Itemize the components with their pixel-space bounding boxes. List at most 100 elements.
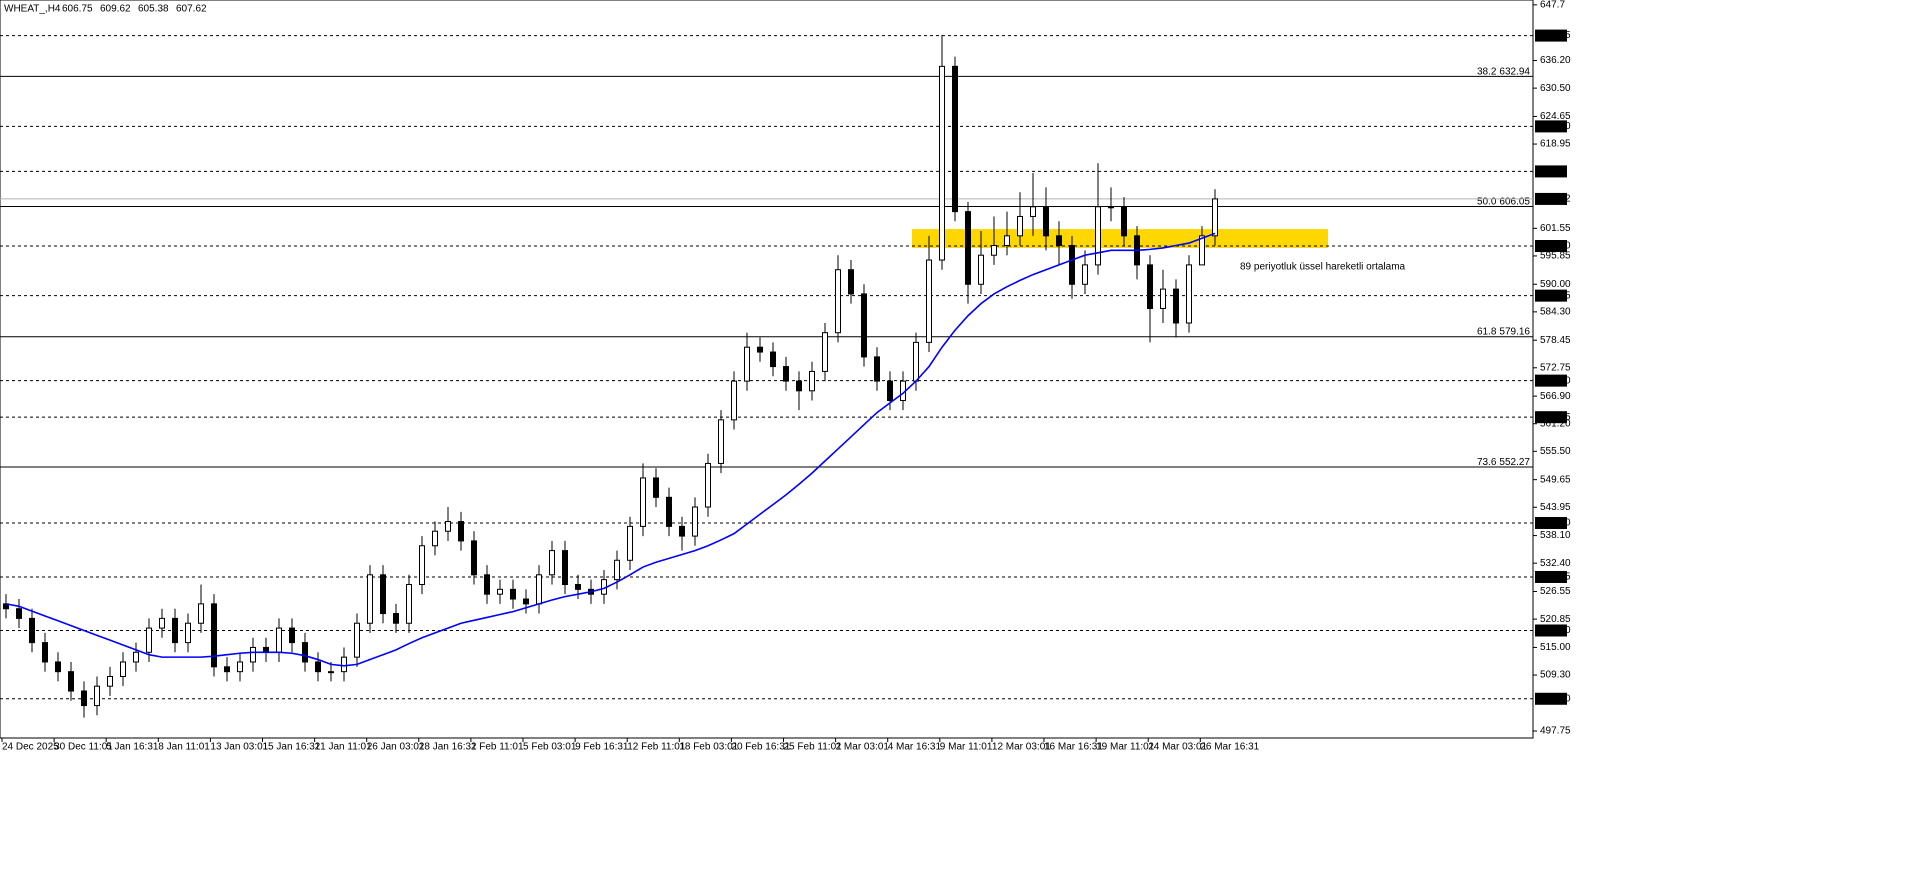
y-tick-label: 561.20 [1540, 418, 1571, 429]
candle-body [952, 65, 958, 213]
y-tick-label: 618.95 [1540, 139, 1571, 150]
candle-body [250, 646, 256, 663]
ema-line [5, 232, 1216, 667]
fib-ratio: 50.0 [1477, 196, 1497, 207]
candle-body [978, 254, 984, 285]
candle-body [94, 685, 100, 707]
candle-body [133, 651, 139, 663]
candle-body [419, 545, 425, 585]
candle-body [458, 521, 464, 542]
level-label: 529.55 [1540, 572, 1571, 583]
candle-body [1043, 206, 1049, 237]
candle-body [1095, 206, 1101, 266]
candle-body [939, 65, 945, 261]
candle-body [1160, 288, 1166, 309]
candle-body [848, 269, 854, 295]
fib-ratio: 61.8 [1477, 326, 1497, 337]
candle-body [159, 617, 165, 629]
level-label-box [1535, 289, 1567, 302]
x-tick-label: 9 Feb 16:31 [575, 742, 629, 753]
candle-body [393, 613, 399, 624]
fib-price: 632.94 [1499, 66, 1530, 77]
y-tick-label: 590.00 [1540, 279, 1571, 290]
candle-body [16, 608, 22, 619]
candle-body [432, 530, 438, 547]
header-value: 609.62 [100, 4, 131, 15]
candle-body [1004, 235, 1010, 247]
level-label: 570.10 [1540, 375, 1571, 386]
candle-body [146, 627, 152, 653]
y-tick-label: 595.85 [1540, 251, 1571, 262]
candle-body [237, 661, 243, 673]
x-tick-label: 25 Feb 11:01 [784, 742, 843, 753]
fib-ratio: 73.6 [1477, 457, 1497, 468]
y-tick-label: 543.95 [1540, 502, 1571, 513]
candle-body [68, 671, 74, 692]
fib-label: 73.6 552.27 [1477, 457, 1530, 468]
level-label: 597.90 [1540, 241, 1571, 252]
candle-body [614, 559, 620, 581]
candle-body [302, 642, 308, 663]
x-tick-label: 21 Jan 11:01 [315, 742, 373, 753]
candle-body [757, 346, 763, 353]
candle-body [185, 622, 191, 644]
ema-annotation: 89 periyotluk üssel hareketli ortalama [1240, 262, 1406, 273]
level-label-box [1535, 516, 1567, 529]
candle-body [705, 462, 711, 508]
level-label: 540.70 [1540, 518, 1571, 529]
level-label: 613.3 [1540, 166, 1565, 177]
symbol-title: WHEAT_,H4 [4, 4, 61, 15]
candle-body [523, 598, 529, 605]
candle-body [1147, 264, 1153, 309]
candle-body [289, 627, 295, 644]
last-price-label: 607.62 [1540, 194, 1571, 205]
candle-body [380, 574, 386, 615]
y-tick-label: 520.85 [1540, 614, 1571, 625]
y-tick-label: 497.75 [1540, 726, 1571, 737]
level-label-box [1535, 120, 1567, 133]
level-label-box [1535, 240, 1567, 252]
candle-body [55, 661, 61, 673]
candle-body [1017, 215, 1023, 237]
y-tick-label: 549.65 [1540, 474, 1571, 485]
candle-body [796, 380, 802, 392]
candle-body [1069, 245, 1075, 285]
y-tick-label: 601.55 [1540, 223, 1571, 234]
candle-body [692, 506, 698, 537]
candle-body [445, 521, 451, 532]
level-label: 641.35 [1540, 30, 1571, 41]
candle-body [861, 293, 867, 358]
y-tick-label: 509.30 [1540, 670, 1571, 681]
fib-label: 38.2 632.94 [1477, 66, 1530, 77]
x-tick-label: 12 Mar 03:01 [992, 742, 1051, 753]
level-label: 562.55 [1540, 412, 1571, 423]
candle-body [1108, 206, 1114, 209]
candle-body [653, 477, 659, 498]
x-tick-label: 16 Mar 16:31 [1044, 742, 1103, 753]
x-tick-label: 28 Jan 16:31 [419, 742, 477, 753]
y-tick-label: 526.55 [1540, 586, 1571, 597]
candle-body [1030, 206, 1036, 217]
level-label-box [1535, 692, 1567, 705]
candle-body [328, 671, 334, 674]
y-tick-label: 578.45 [1540, 335, 1571, 346]
y-tick-label: 515.00 [1540, 642, 1571, 653]
fib-label: 61.8 579.16 [1477, 326, 1530, 337]
candle-body [1056, 235, 1062, 247]
x-tick-label: 5 Feb 03:01 [523, 742, 577, 753]
y-tick-label: 572.75 [1540, 362, 1571, 373]
candle-body [965, 211, 971, 285]
y-tick-label: 636.20 [1540, 55, 1571, 66]
x-tick-label: 26 Mar 16:31 [1200, 742, 1259, 753]
candle-body [835, 269, 841, 334]
candle-body [575, 583, 581, 590]
candle-body [367, 574, 373, 624]
x-tick-label: 24 Mar 03:01 [1148, 742, 1207, 753]
y-tick-label: 584.30 [1540, 306, 1571, 317]
candle-body [42, 642, 48, 663]
fib-ratio: 38.2 [1477, 66, 1497, 77]
candle-body [718, 419, 724, 464]
candle-body [29, 617, 35, 644]
candle-body [640, 477, 646, 527]
